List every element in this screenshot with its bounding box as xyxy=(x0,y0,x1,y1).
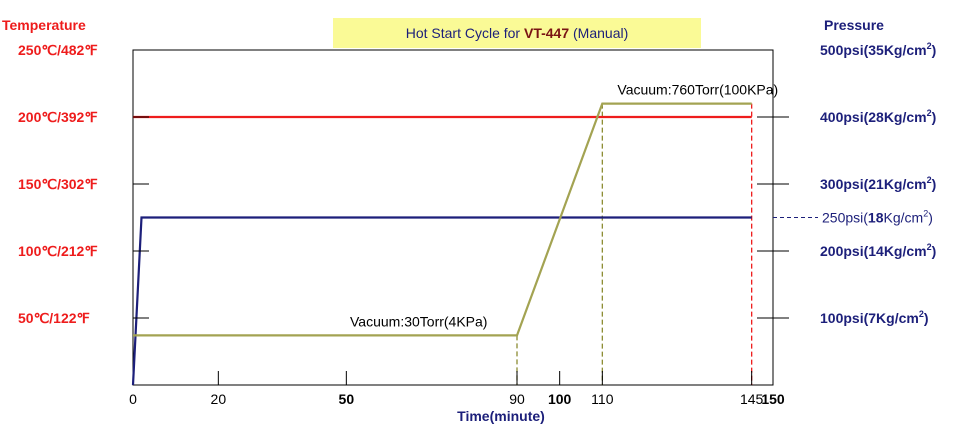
unit-close-paren: ) xyxy=(932,176,937,192)
x-tick-label-20: 20 xyxy=(211,391,227,407)
unit-superscript: 2 xyxy=(927,242,932,252)
pressure-annotation-part-3: 2 xyxy=(923,209,928,219)
x-axis-title: Time(minute) xyxy=(457,408,545,424)
left-tick-label-250: 250℃/482℉ xyxy=(18,42,98,58)
right-tick-label-200: 200psi(14Kg/cm2) xyxy=(820,242,936,259)
unit-close-paren: ) xyxy=(932,42,937,58)
pressure-annotation-part-2: Kg/cm xyxy=(884,210,924,226)
label-layer: 250℃/482℉ 200℃/392℉ 150℃/302℉ 100℃/212℉ 50℃/… xyxy=(18,41,936,407)
left-tick-label-100: 100℃/212℉ xyxy=(18,243,98,259)
pressure-line xyxy=(131,216,752,386)
left-tick-label-200: 200℃/392℉ xyxy=(18,109,98,125)
unit-superscript: 2 xyxy=(927,41,932,51)
tick-layer xyxy=(133,116,789,385)
chart-title: Hot Start Cycle for VT-447 (Manual) xyxy=(406,25,629,41)
unit-close-paren: ) xyxy=(924,310,929,326)
series-layer xyxy=(131,102,752,386)
vacuum-annotation-1: Vacuum:760Torr(100KPa) xyxy=(617,82,778,98)
chart-title-prefix: Hot Start Cycle for xyxy=(406,25,524,41)
pressure-annotation-part-0: 250psi( xyxy=(822,210,868,226)
vacuum-line xyxy=(133,102,752,337)
x-tick-label-150: 150 xyxy=(761,391,785,407)
x-tick-label-50: 50 xyxy=(339,391,355,407)
unit-close-paren: ) xyxy=(932,243,937,259)
x-tick-label-145: 145 xyxy=(740,391,764,407)
vacuum-annotation-0: Vacuum:30Torr(4KPa) xyxy=(350,313,487,329)
unit-superscript: 2 xyxy=(927,108,932,118)
x-tick-label-90: 90 xyxy=(509,391,525,407)
x-tick-label-100: 100 xyxy=(548,391,572,407)
pressure-annotation-part-1: 18 xyxy=(868,210,884,226)
x-tick-label-110: 110 xyxy=(591,391,614,407)
right-tick-label-500: 500psi(35Kg/cm2) xyxy=(820,41,936,58)
left-tick-label-50: 50℃/122℉ xyxy=(18,310,90,326)
title-background xyxy=(333,18,701,48)
left-axis-title: Temperature xyxy=(2,17,86,33)
right-axis-title: Pressure xyxy=(824,17,884,33)
right-tick-label-300: 300psi(21Kg/cm2) xyxy=(820,175,936,192)
right-tick-label-100: 100psi(7Kg/cm2) xyxy=(820,309,929,326)
left-tick-label-150: 150℃/302℉ xyxy=(18,176,98,192)
unit-superscript: 2 xyxy=(927,175,932,185)
unit-superscript: 2 xyxy=(919,309,924,319)
right-tick-label-400: 400psi(28Kg/cm2) xyxy=(820,108,936,125)
chart-title-model: VT-447 xyxy=(524,25,569,41)
pressure-annotation-part-4: ) xyxy=(928,210,933,226)
x-tick-label-0: 0 xyxy=(129,391,137,407)
unit-close-paren: ) xyxy=(932,109,937,125)
pressure-annotation-label: 250psi(18Kg/cm2) xyxy=(822,209,933,226)
chart-title-suffix: (Manual) xyxy=(569,25,628,41)
